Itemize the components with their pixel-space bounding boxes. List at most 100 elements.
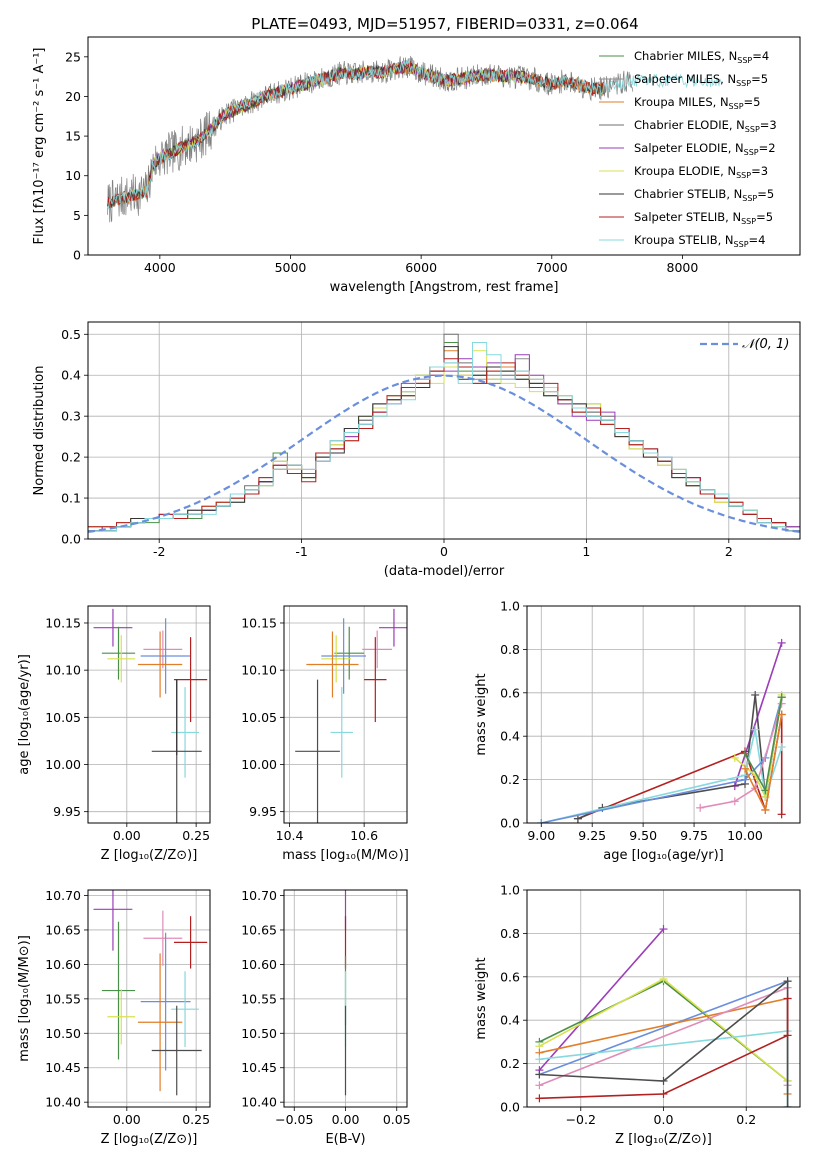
legend-label: Salpeter MILES, NSSP=5 [634, 72, 768, 88]
y-tick-label: 0.5 [61, 327, 81, 342]
axes-frame [526, 889, 801, 1108]
y-tick-label: 10 [65, 168, 81, 183]
errorbars [93, 608, 208, 823]
weight-vs-Z-panel: −0.2 0.0 0.2 0.0 0.2 0.4 0.6 0.8 1.0 Z [log₁₀(Z/Z… [474, 883, 801, 1147]
x-tick-label: 9.50 [629, 828, 657, 843]
axes-frame [283, 605, 408, 824]
y-tick-label: 0.4 [61, 368, 81, 383]
y-tick-label: 0.0 [61, 532, 81, 547]
x-tick-label: 0.0 [654, 1112, 674, 1127]
weight-series-line [539, 980, 788, 1076]
axes-frame [526, 605, 801, 824]
x-tick-label: 0.05 [383, 1112, 411, 1127]
legend-label: Salpeter STELIB, NSSP=5 [634, 210, 773, 226]
y-tick-label: 10.00 [45, 757, 81, 772]
spectrum-legend: Chabrier MILES, NSSP=4 Salpeter MILES, NS… [599, 49, 777, 249]
y-tick-label: 10.05 [241, 710, 277, 725]
figure-title: PLATE=0493, MJD=51957, FIBERID=0331, z=0… [251, 15, 638, 33]
y-tick-label: 0 [73, 248, 81, 263]
y-tick-label: 10.65 [241, 922, 277, 937]
y-tick-label: 10.15 [45, 615, 81, 630]
y-tick-label: 1.0 [500, 883, 520, 898]
histogram-lines [88, 333, 800, 533]
x-tick-label: 5000 [275, 260, 307, 275]
x-tick-label: 1 [582, 544, 590, 559]
y-tick-label: 10.45 [45, 1060, 81, 1075]
y-tick-label: 10.70 [45, 888, 81, 903]
residuals-panel: -2 -1 0 1 2 0.0 0.1 0.2 0.3 0.4 0.5 (data-model)/er… [32, 321, 801, 579]
legend-label: Chabrier MILES, NSSP=4 [634, 49, 769, 65]
y-tick-label: 0.2 [500, 772, 520, 787]
legend-label: Kroupa MILES, NSSP=5 [634, 95, 760, 111]
y-tick-label: 0.2 [61, 450, 81, 465]
x-tick-label: -1 [295, 544, 307, 559]
y-tick-label: 10.60 [241, 957, 277, 972]
y-axis-label: mass [log₁₀(M/M⊙)] [17, 935, 32, 1062]
weight-series-line [541, 696, 783, 823]
x-tick-label: 0.00 [113, 828, 141, 843]
x-tick-label: −0.2 [566, 1112, 596, 1127]
weight-series-line [734, 642, 783, 787]
y-tick-label: 0.8 [500, 926, 520, 941]
y-axis-label: mass weight [474, 673, 489, 755]
spectrum-series-line [107, 59, 722, 210]
errorbars [295, 608, 407, 823]
legend-label: Chabrier ELODIE, NSSP=3 [634, 118, 777, 134]
y-tick-label: 0.4 [500, 1013, 520, 1028]
x-tick-label: 10.00 [727, 828, 763, 843]
y-tick-label: 10.10 [241, 663, 277, 678]
x-tick-label: 9.75 [680, 828, 708, 843]
legend-label: Kroupa ELODIE, NSSP=3 [634, 164, 768, 180]
x-tick-label: 6000 [405, 260, 437, 275]
y-tick-label: 10.50 [241, 1026, 277, 1041]
weight-vs-age-panel: 9.00 9.25 9.50 9.75 10.00 0.0 0.2 0.4 0.6 0.8 1.0 a… [474, 599, 801, 863]
y-axis-label: mass weight [474, 957, 489, 1039]
y-tick-label: 0.8 [500, 642, 520, 657]
weight-series-line [700, 703, 783, 809]
legend-label: Salpeter ELODIE, NSSP=2 [634, 141, 776, 157]
x-tick-label: 9.00 [527, 828, 555, 843]
y-tick-label: 10.50 [45, 1026, 81, 1041]
x-axis-label: Z [log₁₀(Z/Z⊙)] [615, 1132, 712, 1147]
y-tick-label: 10.55 [241, 991, 277, 1006]
axes-frame [87, 605, 211, 824]
x-tick-label: 0.00 [113, 1112, 141, 1127]
histogram-step [88, 342, 800, 532]
x-tick-label: 0.00 [332, 1112, 360, 1127]
x-tick-label: −0.05 [275, 1112, 313, 1127]
weight-series-line [539, 979, 789, 1107]
spectrum-panel: 4000 5000 6000 7000 8000 0 5 10 15 20 25 wavelength… [32, 36, 801, 295]
y-tick-label: 0.0 [500, 1100, 520, 1115]
y-tick-label: 10.65 [45, 922, 81, 937]
weight-series-line [539, 998, 789, 1100]
x-axis-label: wavelength [Angstrom, rest frame] [330, 280, 559, 295]
legend-label: Kroupa STELIB, NSSP=4 [634, 233, 765, 249]
legend-label: Chabrier STELIB, NSSP=5 [634, 187, 774, 203]
normal-curve [88, 374, 800, 533]
histogram-step [88, 358, 800, 532]
x-axis-label: age [log₁₀(age/yr)] [603, 848, 724, 863]
x-axis-label: (data-model)/error [384, 564, 505, 579]
mass-vs-ebv-panel: −0.05 0.00 0.05 10.40 10.45 10.50 10.55 10.60 10… [241, 888, 410, 1147]
y-tick-label: 0.1 [61, 491, 81, 506]
x-tick-label: 0.25 [182, 828, 210, 843]
y-tick-label: 0.2 [500, 1056, 520, 1071]
y-tick-label: 0.6 [500, 685, 520, 700]
y-tick-label: 15 [65, 129, 81, 144]
x-tick-label: 8000 [667, 260, 699, 275]
panels: 4000 5000 6000 7000 80000510152025wavelength… [17, 36, 801, 1147]
y-axis-label: Normed distribution [32, 366, 47, 496]
age-vs-Z-panel: 0.00 0.25 9.95 10.00 10.05 10.10 10.15 Z [log₁₀… [17, 605, 211, 863]
x-tick-label: 0 [440, 544, 448, 559]
legend-label: 𝒩(0, 1) [742, 337, 789, 352]
y-tick-label: 9.95 [249, 804, 277, 819]
x-tick-label: 0.2 [736, 1112, 756, 1127]
y-axis-label: Flux [fλ10⁻¹⁷ erg cm⁻² s⁻¹ A⁻¹] [32, 48, 47, 245]
age-vs-mass-panel: 10.4 10.6 9.95 10.00 10.05 10.10 10.15 mass [lo… [241, 605, 409, 863]
x-tick-label: 4000 [144, 260, 176, 275]
y-axis-label: age [log₁₀(age/yr)] [17, 654, 32, 775]
weight-series-line [538, 928, 665, 1071]
y-tick-label: 0.0 [500, 816, 520, 831]
x-tick-label: 10.6 [350, 828, 378, 843]
spectrum-lines [107, 55, 722, 223]
